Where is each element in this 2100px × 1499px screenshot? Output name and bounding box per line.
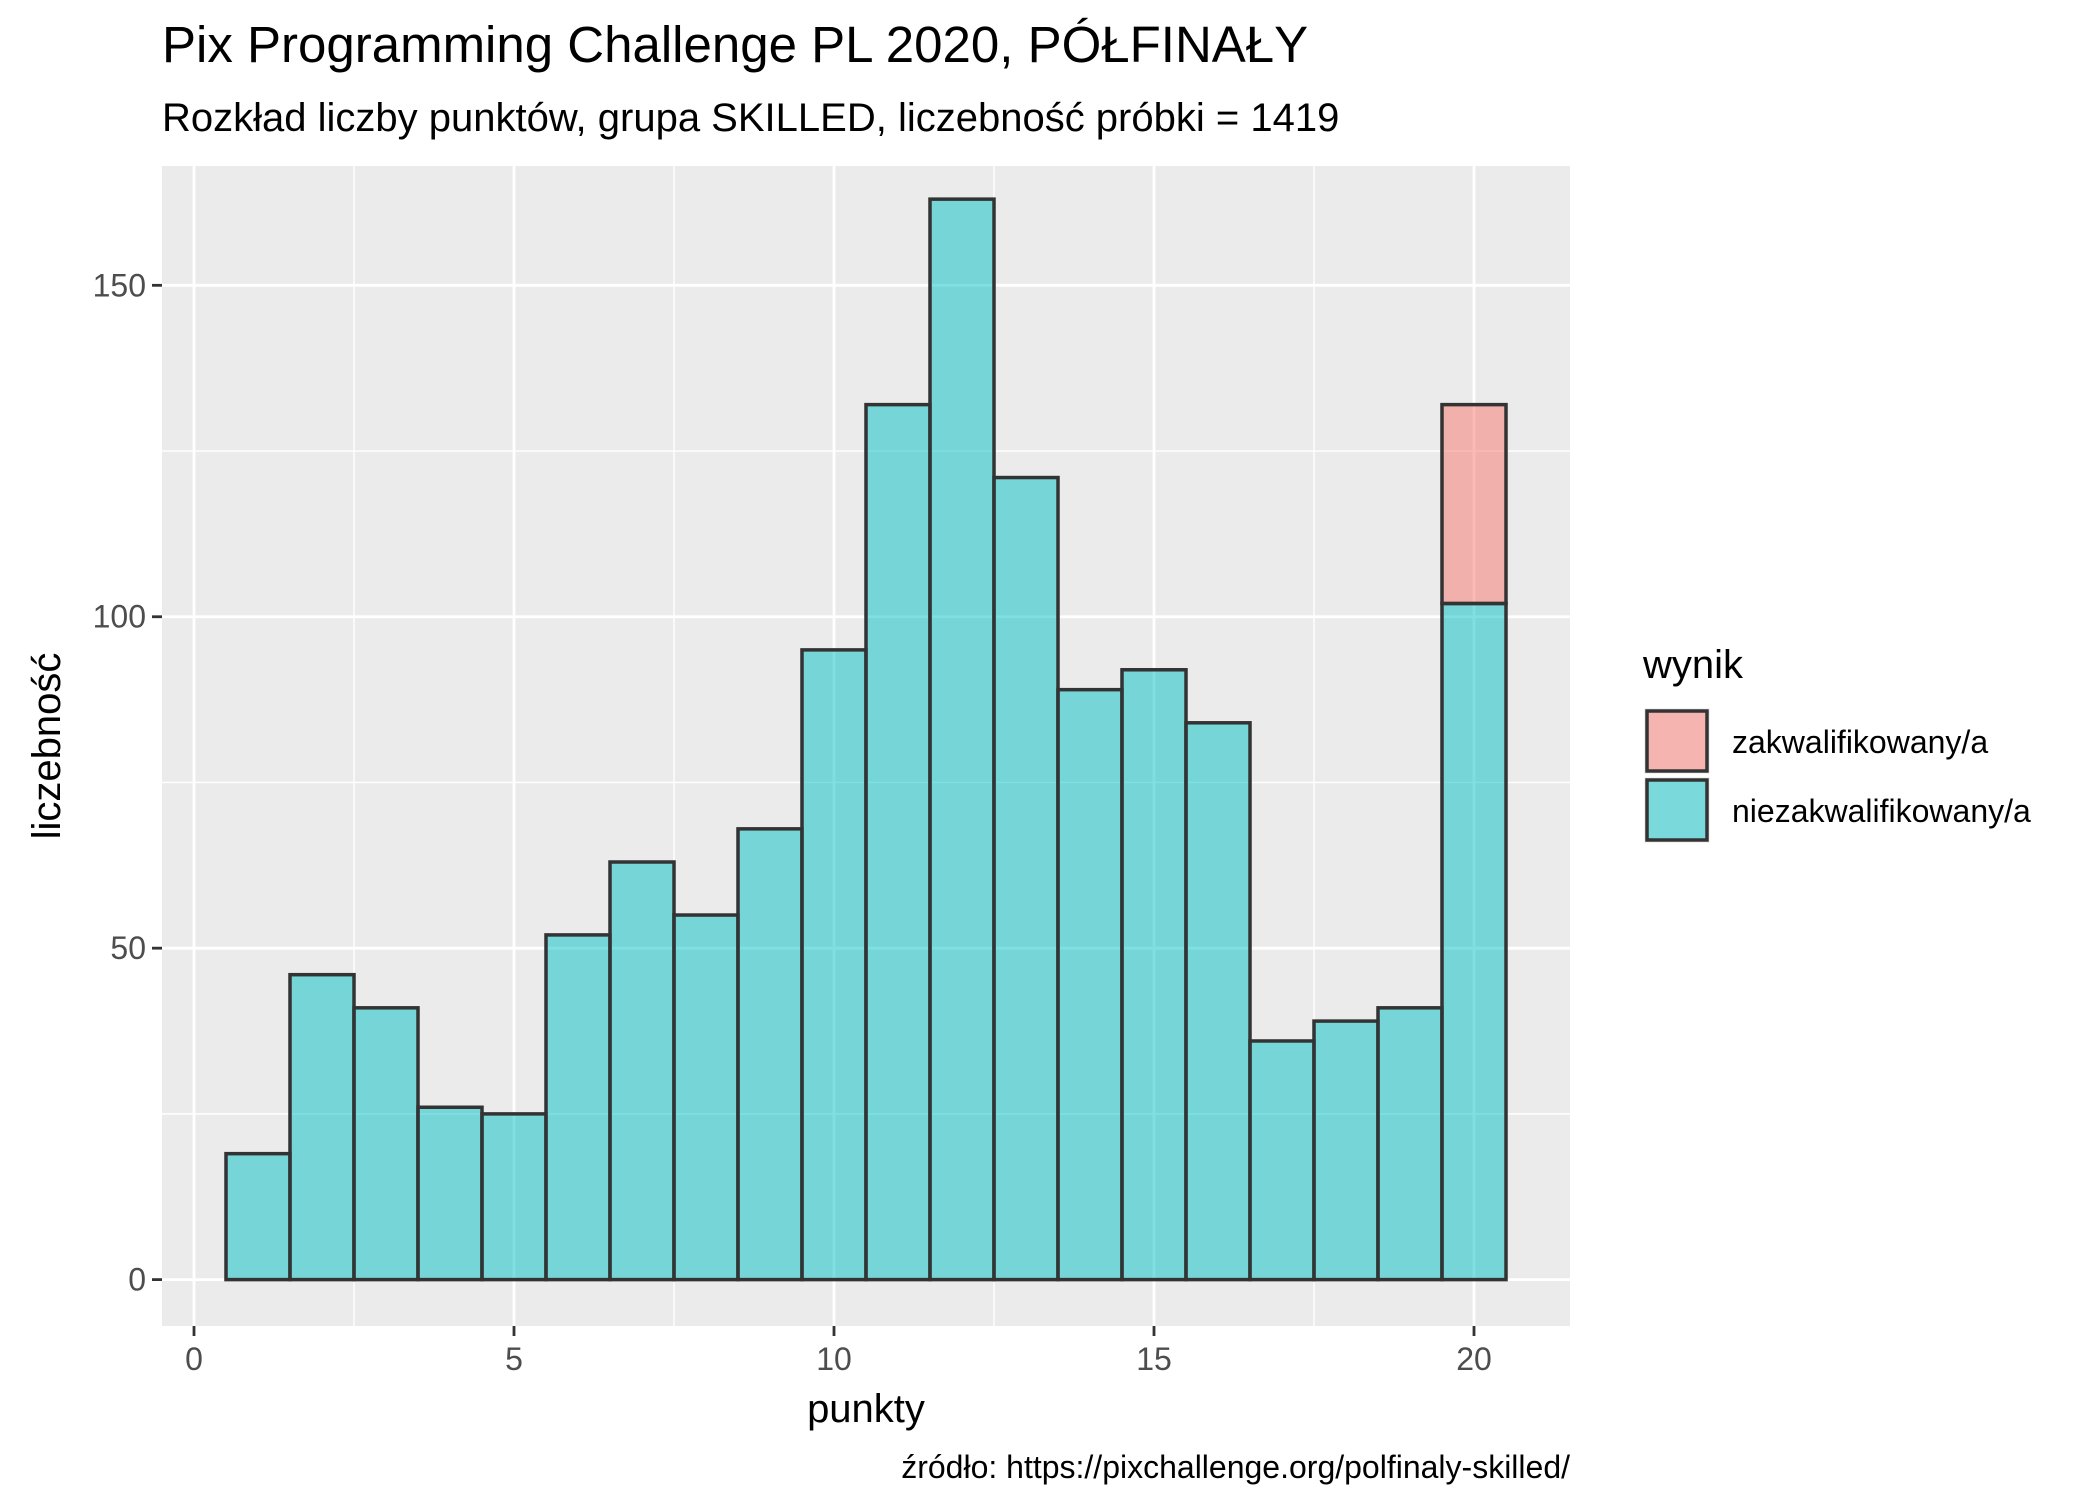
bar-niezakwalifikowany-a-9 [736,827,804,1282]
chart-caption: źródło: https://pixchallenge.org/polfina… [901,1449,1570,1485]
x-tick-label: 0 [185,1341,203,1377]
bar-niezakwalifikowany-a-18 [1312,1019,1380,1282]
legend-swatch [1645,778,1709,842]
bar-niezakwalifikowany-a-14 [1056,687,1124,1282]
chart-subtitle: Rozkład liczby punktów, grupa SKILLED, l… [162,96,1339,140]
y-axis-label: liczebność [25,653,69,840]
legend-items: zakwalifikowany/a niezakwalifikowany/a [1644,708,2031,843]
y-tick-label: 0 [128,1262,146,1298]
x-tick-label: 20 [1456,1341,1492,1377]
bar-niezakwalifikowany-a-17 [1248,1039,1316,1282]
bars [224,197,1508,1282]
x-tick-labels: 0 5 10 15 20 [185,1341,1492,1377]
bar-niezakwalifikowany-a-11 [864,402,932,1282]
legend-label: zakwalifikowany/a [1732,724,1988,760]
bar-niezakwalifikowany-a-3 [352,1006,420,1282]
y-tick-label: 50 [110,930,146,966]
y-tick-label: 150 [93,267,146,303]
bar-niezakwalifikowany-a-8 [672,913,740,1282]
bar-niezakwalifikowany-a-19 [1376,1006,1444,1282]
bar-niezakwalifikowany-a-5 [480,1112,548,1282]
legend: wynik zakwalifikowany/a niezakwalifikowan… [1642,643,2031,843]
bar-niezakwalifikowany-a-12 [928,197,996,1282]
bar-niezakwalifikowany-a-1 [224,1151,292,1282]
bar-niezakwalifikowany-a-15 [1120,668,1188,1282]
x-tick-label: 10 [816,1341,852,1377]
y-tick-labels: 0 50 100 150 [93,267,146,1297]
y-tick-label: 100 [93,599,146,635]
bar-niezakwalifikowany-a-6 [544,933,612,1282]
bar-zakwalifikowany-a-20 [1440,402,1508,606]
bar-niezakwalifikowany-a-13 [992,475,1060,1282]
legend-swatch [1645,709,1709,773]
axis-ticks [152,283,1476,1336]
bar-niezakwalifikowany-a-2 [288,972,356,1282]
bar-niezakwalifikowany-a-10 [800,648,868,1282]
x-tick-label: 15 [1136,1341,1172,1377]
x-axis-label: punkty [807,1387,925,1431]
legend-title: wynik [1642,643,1744,687]
bar-niezakwalifikowany-a-20 [1440,601,1508,1282]
legend-label: niezakwalifikowany/a [1732,793,2031,829]
bar-niezakwalifikowany-a-16 [1184,721,1252,1282]
bar-niezakwalifikowany-a-4 [416,1105,484,1282]
chart-title: Pix Programming Challenge PL 2020, PÓŁFI… [162,16,1308,73]
bar-niezakwalifikowany-a-7 [608,860,676,1282]
x-tick-label: 5 [505,1341,523,1377]
